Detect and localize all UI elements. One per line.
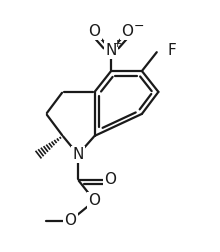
Text: O: O	[64, 213, 76, 228]
Text: N: N	[72, 147, 84, 162]
Text: −: −	[134, 20, 144, 33]
Text: F: F	[167, 43, 176, 58]
Text: O: O	[104, 172, 116, 187]
Text: O: O	[89, 193, 101, 208]
Text: N: N	[105, 43, 117, 58]
Text: O: O	[122, 24, 134, 39]
Text: +: +	[113, 39, 122, 49]
Text: O: O	[89, 24, 101, 39]
